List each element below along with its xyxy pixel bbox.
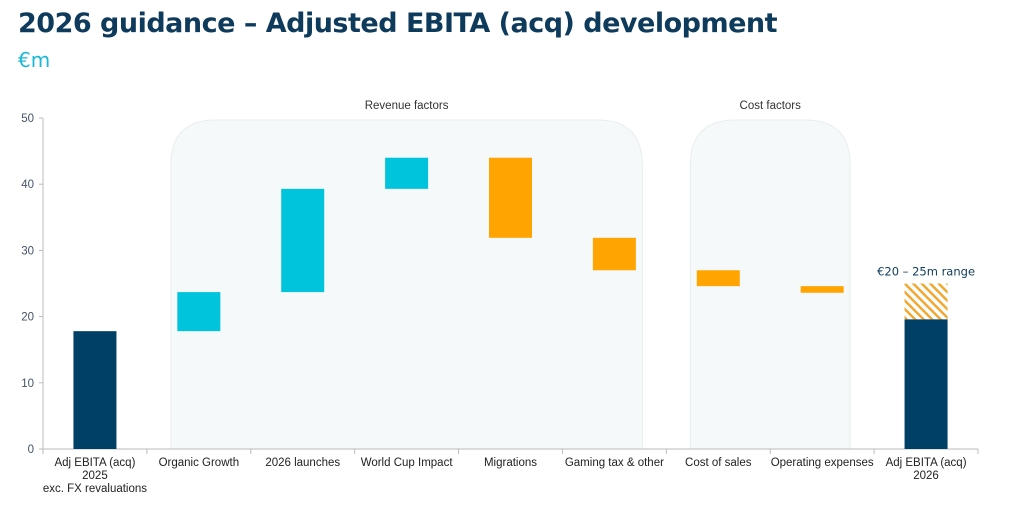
bar-4: [489, 157, 532, 238]
bar-7: [800, 286, 844, 293]
bar-6: [696, 270, 740, 287]
y-tick-label: 0: [28, 444, 34, 456]
x-category-label: Operating expenses: [771, 457, 874, 469]
x-category-label: 2026 launches: [265, 457, 340, 469]
x-category-label: Organic Growth: [159, 457, 240, 469]
y-tick-label: 20: [21, 312, 34, 324]
x-category-label: Gaming tax & other: [565, 457, 664, 469]
bar-5: [592, 237, 636, 271]
bar-1: [177, 292, 221, 332]
x-category-label: Migrations: [484, 457, 537, 469]
unit-label: €m: [18, 48, 51, 72]
x-category-label: World Cup Impact: [361, 457, 454, 469]
y-tick-label: 30: [21, 245, 34, 257]
range-annotation: €20 – 25m range: [877, 265, 975, 279]
y-tick-label: 10: [21, 378, 34, 390]
group-panel-1: [689, 119, 851, 450]
y-tick-label: 40: [21, 179, 34, 191]
bar-2: [281, 188, 325, 293]
group-label: Revenue factors: [365, 100, 449, 112]
range-bar-hatched: [904, 283, 948, 320]
bar-3: [385, 157, 429, 189]
bar-0: [73, 331, 117, 449]
x-category-label: Adj EBITA (acq) 2025 exc. FX revaluations: [43, 457, 147, 495]
chart-title: 2026 guidance – Adjusted EBITA (acq) dev…: [18, 8, 778, 39]
x-category-label: Adj EBITA (acq) 2026: [886, 457, 967, 482]
x-category-label: Cost of sales: [685, 457, 752, 469]
y-tick-label: 50: [21, 113, 34, 125]
bar-8: [904, 319, 948, 449]
group-label: Cost factors: [740, 100, 802, 112]
